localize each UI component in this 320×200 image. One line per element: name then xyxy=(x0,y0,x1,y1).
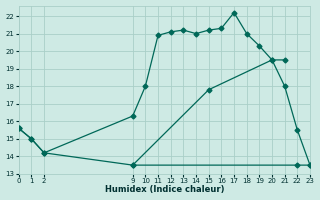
X-axis label: Humidex (Indice chaleur): Humidex (Indice chaleur) xyxy=(105,185,224,194)
